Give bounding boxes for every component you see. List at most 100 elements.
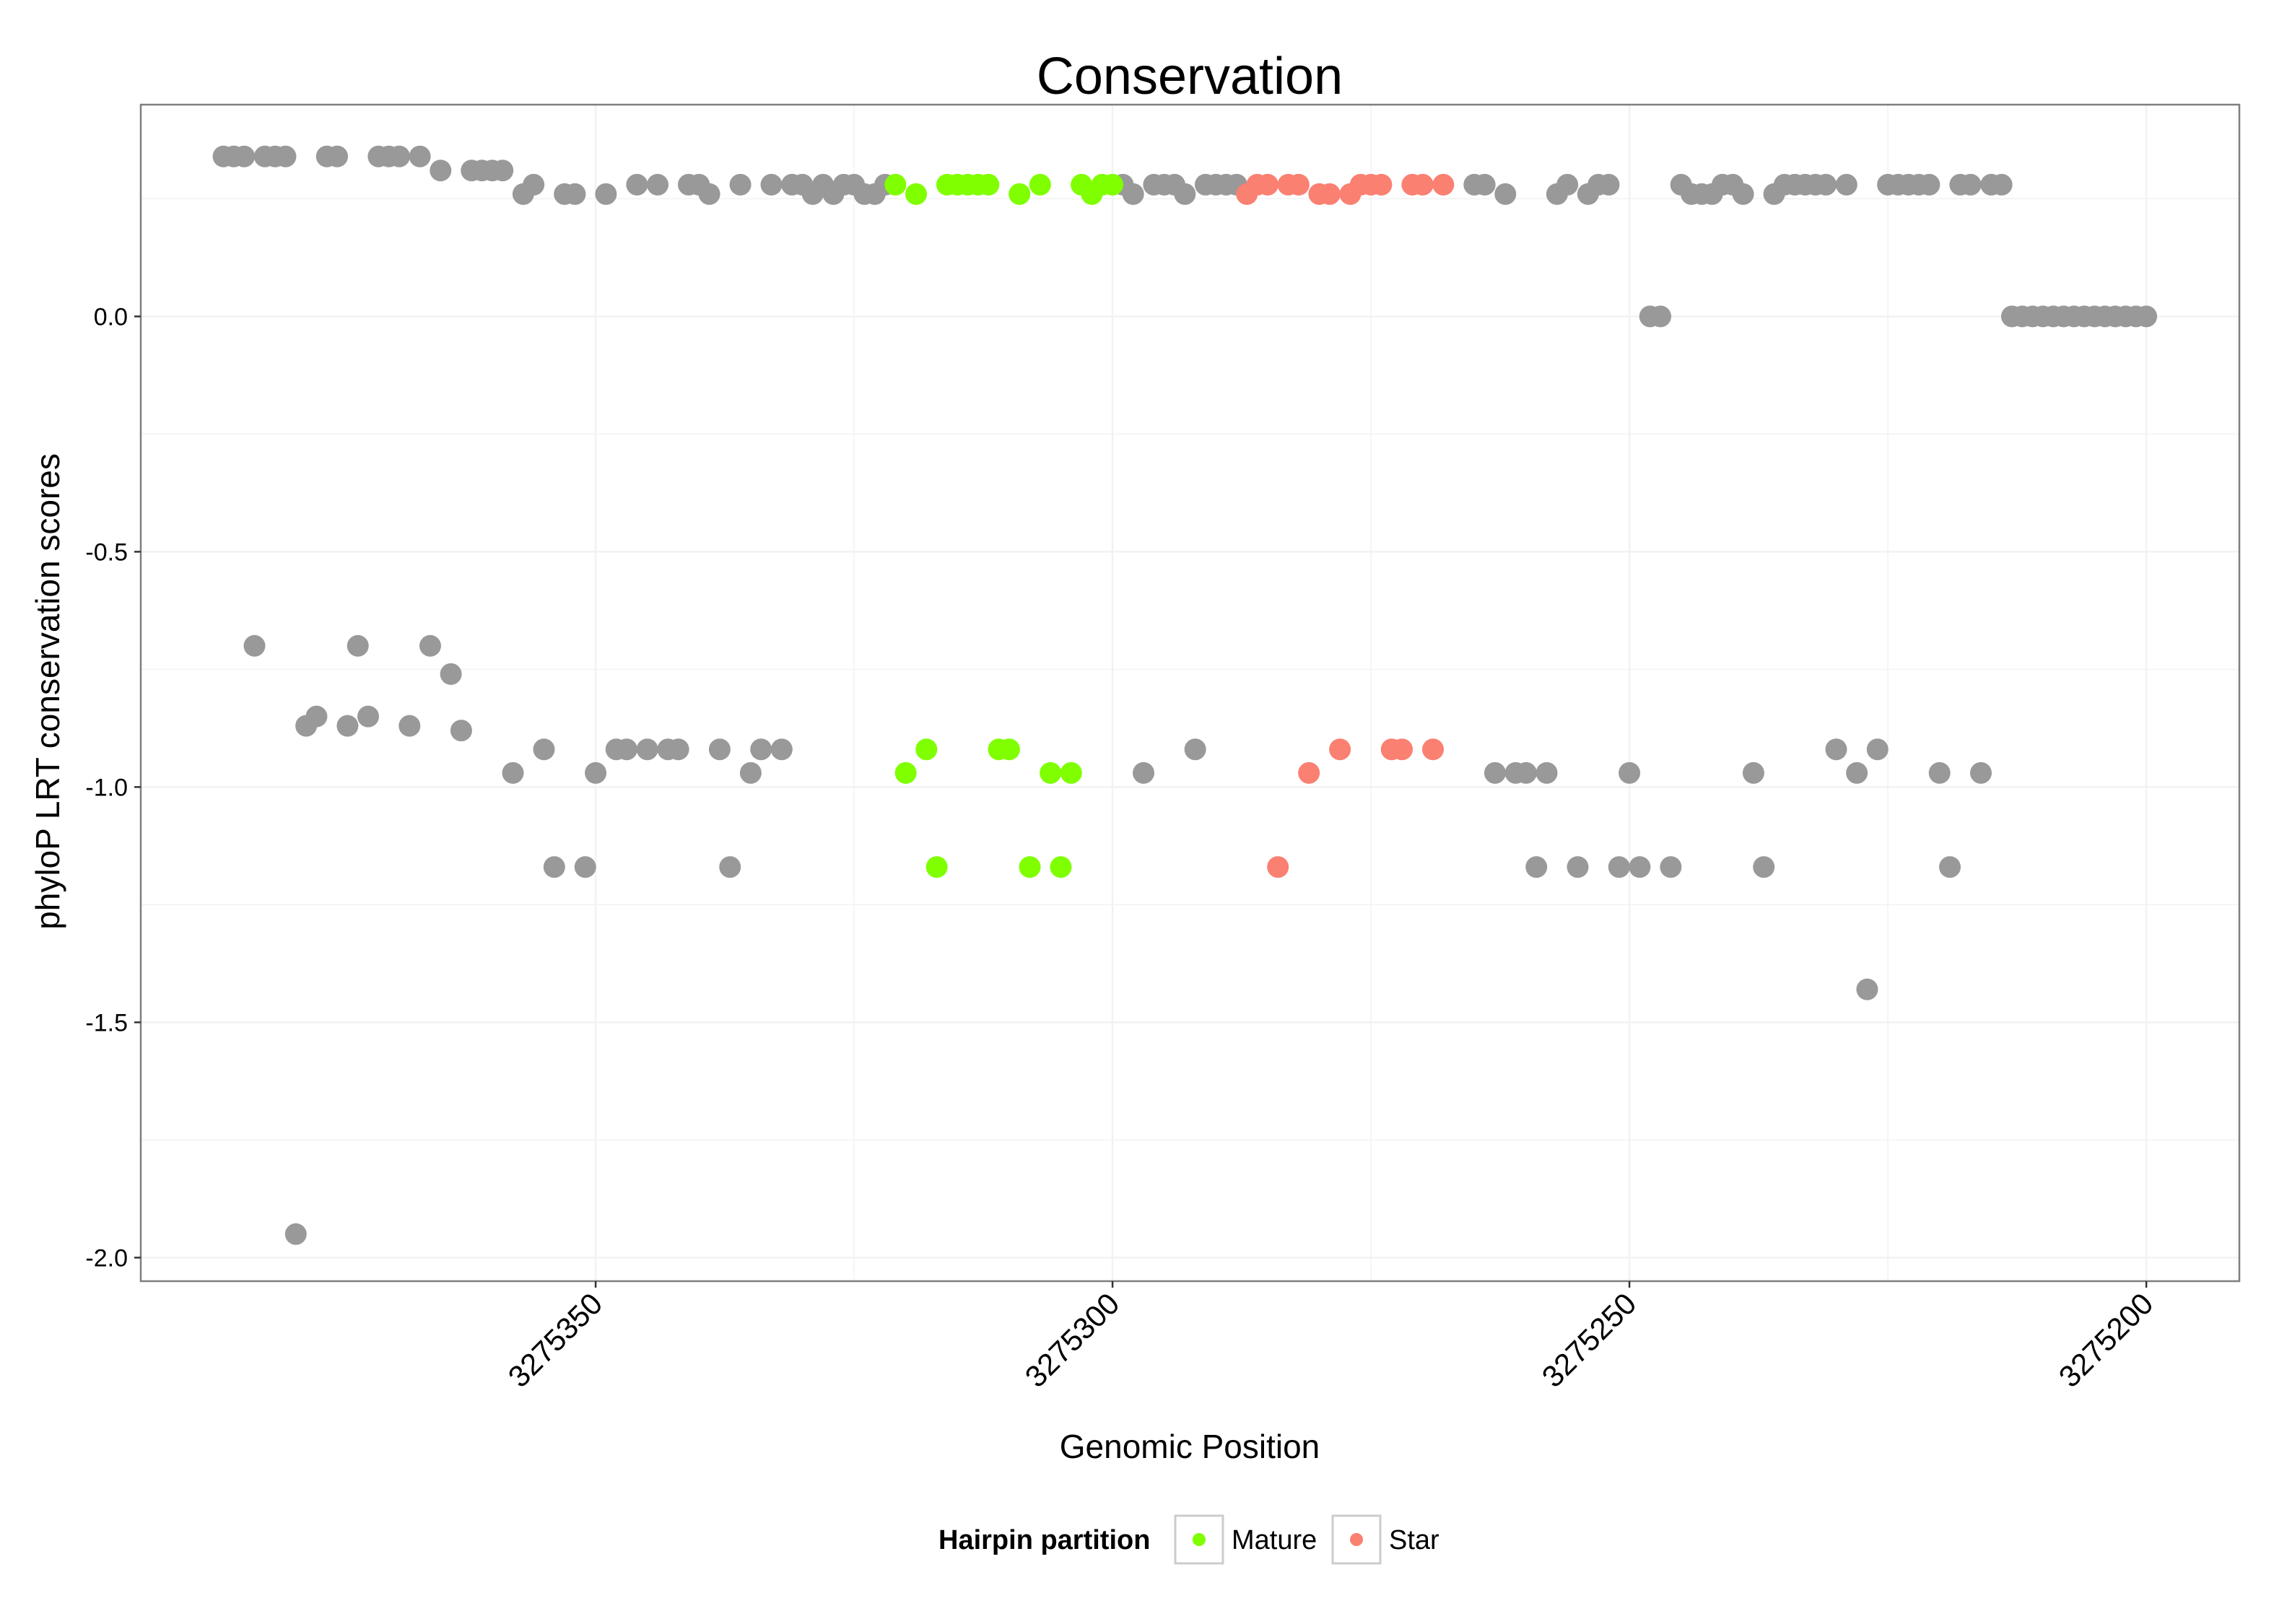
- data-point-other: [502, 761, 524, 784]
- data-point-other: [1567, 856, 1589, 878]
- data-point-other: [719, 856, 741, 878]
- data-point-other: [1494, 183, 1517, 205]
- data-point-other: [770, 738, 793, 761]
- data-point-other: [1835, 173, 1857, 196]
- data-point-other: [233, 145, 256, 167]
- data-point-other: [1556, 173, 1579, 196]
- data-point-star: [1329, 738, 1351, 761]
- data-point-other: [1184, 738, 1206, 761]
- data-point-other: [1535, 761, 1558, 784]
- data-point-other: [595, 183, 617, 205]
- data-point-other: [1939, 856, 1961, 878]
- data-point-other: [1959, 173, 1982, 196]
- legend-item-star: Star: [1331, 1514, 1439, 1565]
- data-point-other: [750, 738, 772, 761]
- data-point-star: [1287, 173, 1310, 196]
- data-point-other: [1484, 761, 1506, 784]
- data-point-other: [284, 1223, 307, 1245]
- data-point-other: [1825, 738, 1847, 761]
- chart-title: Conservation: [1037, 48, 1343, 105]
- data-point-other: [760, 173, 783, 196]
- legend-title: Hairpin partition: [938, 1525, 1150, 1555]
- data-point-mature: [1060, 761, 1082, 784]
- data-point-star: [1318, 183, 1341, 205]
- data-point-star: [1432, 173, 1455, 196]
- data-point-mature: [998, 738, 1020, 761]
- data-point-star: [1411, 173, 1434, 196]
- y-axis: 0.0 -0.5 -1.0 -1.5 -2.0: [85, 303, 141, 1272]
- data-point-other: [564, 183, 586, 205]
- y-tick-label: -1.0: [85, 774, 128, 801]
- panel-background: [141, 105, 2239, 1281]
- data-point-other: [1133, 761, 1155, 784]
- data-point-other: [636, 738, 658, 761]
- data-point-other: [430, 160, 452, 182]
- data-point-mature: [1019, 856, 1041, 878]
- x-axis-title: Genomic Position: [1060, 1428, 1320, 1465]
- y-axis-title: phyloP LRT conservation scores: [29, 453, 66, 930]
- data-points: [212, 145, 2158, 1245]
- data-point-star: [1391, 738, 1413, 761]
- data-point-other: [1650, 305, 1672, 328]
- data-point-other: [1866, 738, 1889, 761]
- data-point-other: [398, 715, 421, 737]
- data-point-other: [1619, 761, 1641, 784]
- data-point-other: [305, 705, 328, 728]
- data-point-other: [1970, 761, 1992, 784]
- data-point-other: [1660, 856, 1682, 878]
- data-point-other: [388, 145, 410, 167]
- data-point-other: [336, 715, 359, 737]
- data-point-other: [626, 173, 648, 196]
- legend-label-star: Star: [1389, 1525, 1439, 1555]
- data-point-other: [357, 705, 380, 728]
- data-point-mature: [894, 761, 917, 784]
- data-point-star: [1267, 856, 1289, 878]
- data-point-mature: [1102, 173, 1124, 196]
- data-point-other: [1122, 183, 1144, 205]
- data-point-other: [1753, 856, 1775, 878]
- data-point-other: [708, 738, 731, 761]
- data-point-other: [1856, 978, 1878, 1000]
- data-point-other: [347, 634, 369, 657]
- data-point-other: [523, 173, 545, 196]
- data-point-other: [585, 761, 607, 784]
- data-point-star: [1422, 738, 1445, 761]
- data-point-other: [616, 738, 638, 761]
- data-point-other: [647, 173, 669, 196]
- plot-panel: [139, 103, 2241, 1283]
- data-point-other: [543, 856, 565, 878]
- y-tick-label: 0.0: [94, 303, 128, 331]
- panel-border: [139, 103, 2241, 1283]
- data-point-star: [1298, 761, 1320, 784]
- legend-marker-mature: [1193, 1533, 1206, 1546]
- legend-marker-star: [1350, 1533, 1363, 1546]
- data-point-other: [1598, 173, 1620, 196]
- data-point-other: [440, 663, 462, 685]
- data-point-other: [729, 173, 752, 196]
- data-point-other: [698, 183, 720, 205]
- data-point-star: [1370, 173, 1393, 196]
- data-point-other: [1473, 173, 1496, 196]
- data-point-star: [1256, 173, 1278, 196]
- data-point-other: [1629, 856, 1651, 878]
- data-point-other: [419, 634, 441, 657]
- legend-label-mature: Mature: [1232, 1525, 1317, 1555]
- data-point-other: [739, 761, 762, 784]
- data-point-other: [1742, 761, 1764, 784]
- data-point-other: [667, 738, 689, 761]
- data-point-mature: [925, 856, 948, 878]
- data-point-other: [1525, 856, 1548, 878]
- data-point-other: [492, 160, 514, 182]
- data-point-mature: [884, 173, 907, 196]
- data-point-mature: [1029, 173, 1051, 196]
- data-point-other: [326, 145, 349, 167]
- data-point-other: [450, 720, 472, 742]
- data-point-other: [574, 856, 596, 878]
- data-point-other: [409, 145, 431, 167]
- data-point-other: [533, 738, 555, 761]
- data-point-mature: [905, 183, 928, 205]
- data-point-other: [1732, 183, 1754, 205]
- data-point-mature: [1040, 761, 1062, 784]
